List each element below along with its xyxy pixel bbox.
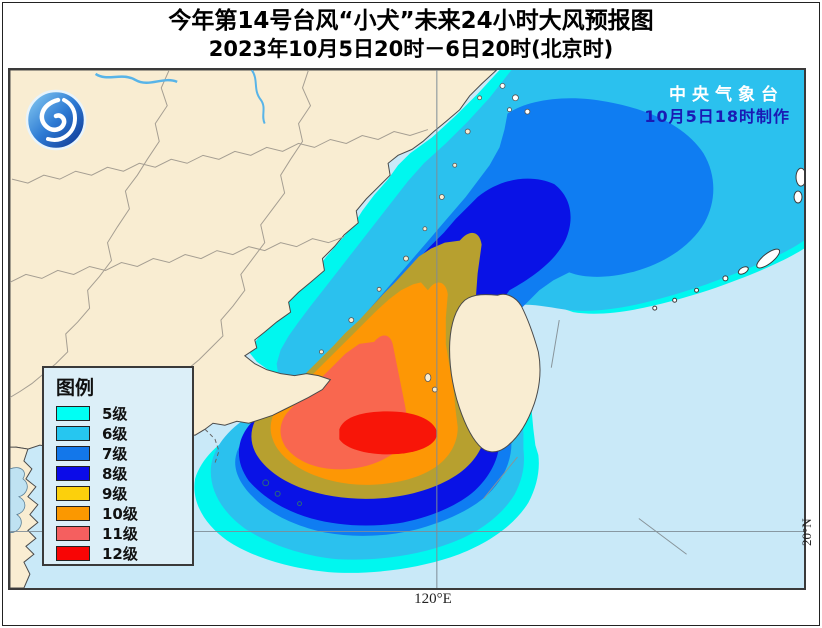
legend-swatch [56,445,90,461]
rivers [94,70,266,125]
taiwan-island [449,293,541,453]
legend-label: 9级 [102,484,128,503]
legend-swatch [56,545,90,561]
latitude-label: 20°N [799,518,814,546]
legend-label: 5级 [102,404,128,423]
legend-swatch [56,425,90,441]
coastal-islets [319,82,531,355]
southwest-islets [262,479,303,507]
legend-label: 11级 [102,524,138,543]
title-block: 今年第14号台风“小犬”未来24小时大风预报图 2023年10月5日20时－6日… [0,7,822,63]
legend-item: 9级 [56,483,192,503]
legend-rows: 5级 6级 7级 8级 9级 10级 11级 12级 [56,403,192,563]
legend-swatch [56,465,90,481]
forecast-map: 中央气象台 10月5日18时制作 图例 5级 6级 7级 8级 9级 10级 11级 12级 [8,68,806,590]
legend-item: 6级 [56,423,192,443]
cma-logo-icon [25,89,87,151]
legend-swatch [56,485,90,501]
legend-label: 7级 [102,444,128,463]
legend-item: 8级 [56,463,192,483]
title-line-1: 今年第14号台风“小犬”未来24小时大风预报图 [168,8,654,34]
legend-item: 5级 [56,403,192,423]
legend-item: 7级 [56,443,192,463]
map-canvas [10,70,804,588]
legend-title: 图例 [56,377,95,399]
penghu-islets [424,373,438,393]
wind-band-12 [339,411,438,455]
legend-label: 10级 [102,504,138,523]
legend-label: 12级 [102,544,138,563]
legend-label: 6级 [102,424,128,443]
legend-item: 12级 [56,543,192,563]
legend-item: 11级 [56,523,192,543]
legend-label: 8级 [102,464,128,483]
estuary-inlet [10,467,28,533]
agency-name: 中央气象台 [669,85,784,105]
issue-time: 10月5日18时制作 [644,107,790,126]
title-line-2: 2023年10月5日20时－6日20时(北京时) [208,37,614,61]
legend-swatch [56,405,90,421]
longitude-label: 120°E [414,591,452,607]
ryukyu-islands [652,167,804,311]
route-segments [483,319,687,555]
dashed-boundary [204,428,220,464]
legend-swatch [56,525,90,541]
legend-item: 10级 [56,503,192,523]
legend-swatch [56,505,90,521]
legend-panel: 图例 5级 6级 7级 8级 9级 10级 11级 12级 [42,366,194,566]
